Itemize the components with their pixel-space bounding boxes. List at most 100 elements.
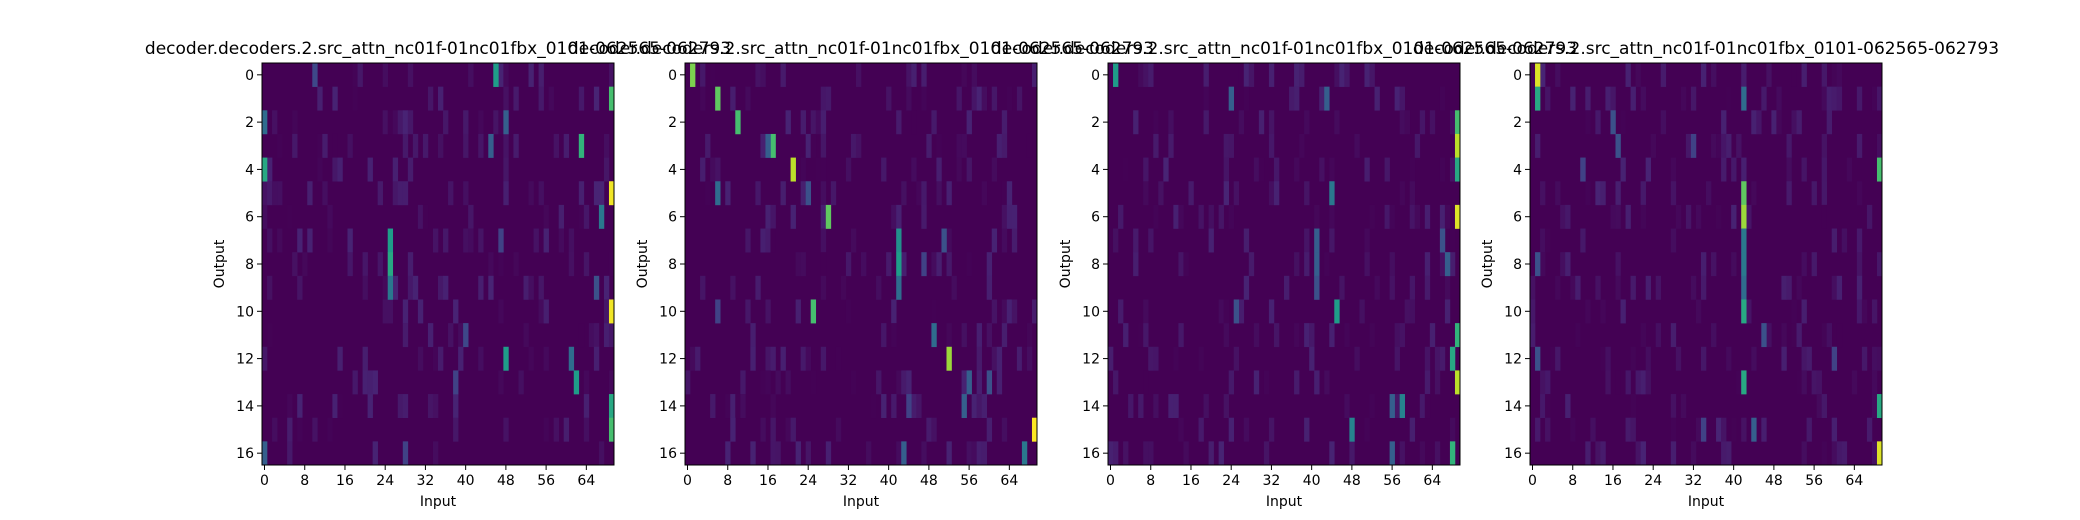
- x-tick-label: 56: [1805, 473, 1823, 489]
- heatmap-cell: [1344, 394, 1350, 419]
- heatmap-cell: [966, 110, 972, 135]
- heatmap-cell: [1364, 157, 1370, 182]
- heatmap-cell: [407, 157, 414, 182]
- heatmap-cell: [533, 228, 539, 253]
- heatmap-cell: [1625, 417, 1631, 442]
- heatmap-cell: [1273, 157, 1280, 182]
- heatmap-cell: [1001, 228, 1008, 253]
- heatmap-peak-cell: [1444, 252, 1451, 277]
- heatmap-cell: [543, 346, 549, 371]
- heatmap-cell: [1223, 299, 1229, 324]
- heatmap-cell: [307, 228, 313, 253]
- heatmap-cell: [588, 323, 595, 348]
- heatmap-cell: [1831, 228, 1838, 253]
- heatmap-cell: [1253, 323, 1260, 348]
- heatmap-cell: [1736, 133, 1742, 158]
- heatmap-cell: [1384, 204, 1390, 229]
- heatmap-cell: [1334, 110, 1340, 135]
- heatmap-cell: [1354, 346, 1360, 371]
- heatmap-cell: [800, 181, 806, 206]
- heatmap-cell: [1635, 370, 1641, 395]
- heatmap-cell: [700, 86, 706, 111]
- heatmap-cell: [347, 252, 353, 277]
- heatmap-cell: [513, 133, 519, 158]
- heatmap-cell: [881, 323, 887, 348]
- chart-title: decoder.decoders.2.src_attn_nc01f-01nc01…: [145, 39, 731, 59]
- heatmap-cell: [810, 133, 817, 158]
- heatmap-cell: [1319, 157, 1325, 182]
- heatmap-cell: [780, 63, 786, 87]
- heatmap-cell: [1359, 299, 1365, 324]
- heatmap-cell: [891, 204, 897, 229]
- heatmap-cell: [1796, 370, 1802, 395]
- heatmap-cell: [966, 252, 972, 277]
- heatmap-cell: [1138, 323, 1144, 348]
- heatmap-cell: [1871, 441, 1878, 466]
- heatmap-cell: [1399, 181, 1405, 206]
- heatmap-cell: [815, 110, 822, 135]
- heatmap-cell: [1143, 370, 1149, 395]
- heatmap-peak-cell: [1324, 86, 1330, 111]
- heatmap-cell: [1394, 346, 1400, 371]
- heatmap-cell: [1690, 275, 1697, 300]
- heatmap-cell: [402, 299, 409, 324]
- heatmap-cell: [362, 370, 368, 395]
- heatmap-cell: [1535, 133, 1541, 158]
- heatmap-cell: [1555, 275, 1561, 300]
- heatmap-cell: [1776, 110, 1782, 135]
- heatmap-cell: [1635, 441, 1641, 466]
- heatmap-cell: [317, 133, 323, 158]
- heatmap-peak-cell: [1751, 417, 1757, 442]
- heatmap-cell: [1690, 86, 1697, 111]
- heatmap-cell: [750, 346, 756, 371]
- heatmap-cell: [1605, 346, 1611, 371]
- heatmap-cell: [1731, 204, 1737, 229]
- heatmap-cell: [906, 86, 912, 111]
- heatmap-cell: [755, 181, 761, 206]
- heatmap-cell: [800, 110, 806, 135]
- heatmap-cell: [1630, 346, 1636, 371]
- x-axis-label: Input: [1688, 494, 1725, 510]
- x-axis-label: Input: [1266, 494, 1303, 510]
- heatmap-cell: [1876, 252, 1883, 277]
- heatmap-cell: [690, 346, 696, 371]
- heatmap-cell: [392, 157, 399, 182]
- heatmap-cell: [578, 181, 585, 206]
- heatmap-cell: [830, 181, 837, 206]
- heatmap-cell: [1394, 394, 1400, 419]
- heatmap-cell: [1856, 299, 1863, 324]
- heatmap-cell: [538, 86, 544, 111]
- heatmap-cell: [287, 204, 293, 229]
- heatmap-cell: [906, 63, 912, 87]
- heatmap-cell: [755, 63, 761, 87]
- heatmap-cell: [292, 133, 298, 158]
- heatmap-cell: [1605, 370, 1611, 395]
- heatmap-cell: [277, 228, 283, 253]
- heatmap-cell: [1284, 275, 1290, 300]
- heatmap-cell: [443, 275, 449, 300]
- heatmap-cell: [951, 275, 957, 300]
- x-tick-label: 56: [960, 473, 978, 489]
- heatmap-cell: [1026, 346, 1033, 371]
- heatmap-cell: [1268, 299, 1275, 324]
- heatmap-cell: [297, 228, 303, 253]
- heatmap-cell: [1791, 299, 1797, 324]
- heatmap-cell: [1836, 441, 1843, 466]
- heatmap-cell: [1253, 370, 1260, 395]
- heatmap-cell: [1228, 417, 1235, 442]
- heatmap-cell: [287, 394, 293, 419]
- heatmap-cell: [518, 370, 524, 395]
- heatmap-cell: [765, 299, 771, 324]
- heatmap-cell: [931, 417, 937, 442]
- heatmap-cell: [362, 252, 368, 277]
- heatmap-cell: [1716, 133, 1722, 158]
- x-tick-label: 48: [1765, 473, 1783, 489]
- heatmap-cell: [503, 417, 509, 442]
- heatmap-cell: [1268, 417, 1275, 442]
- y-tick-label: 0: [668, 68, 677, 84]
- heatmap-cell: [1861, 299, 1868, 324]
- heatmap-peak-cell: [387, 252, 394, 277]
- heatmap-cell: [805, 133, 812, 158]
- heatmap-cell: [1248, 63, 1255, 87]
- heatmap-cell: [1700, 346, 1707, 371]
